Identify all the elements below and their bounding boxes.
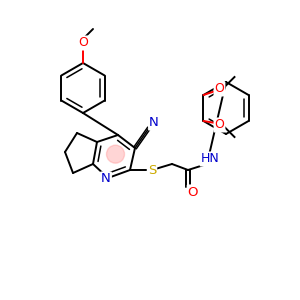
Circle shape [106, 145, 124, 163]
Text: S: S [148, 164, 156, 178]
Text: N: N [101, 172, 111, 185]
Text: HN: HN [201, 152, 219, 166]
Text: N: N [149, 116, 159, 130]
Text: O: O [188, 185, 198, 199]
Text: O: O [214, 118, 224, 131]
Text: O: O [214, 82, 224, 95]
Text: O: O [78, 37, 88, 50]
